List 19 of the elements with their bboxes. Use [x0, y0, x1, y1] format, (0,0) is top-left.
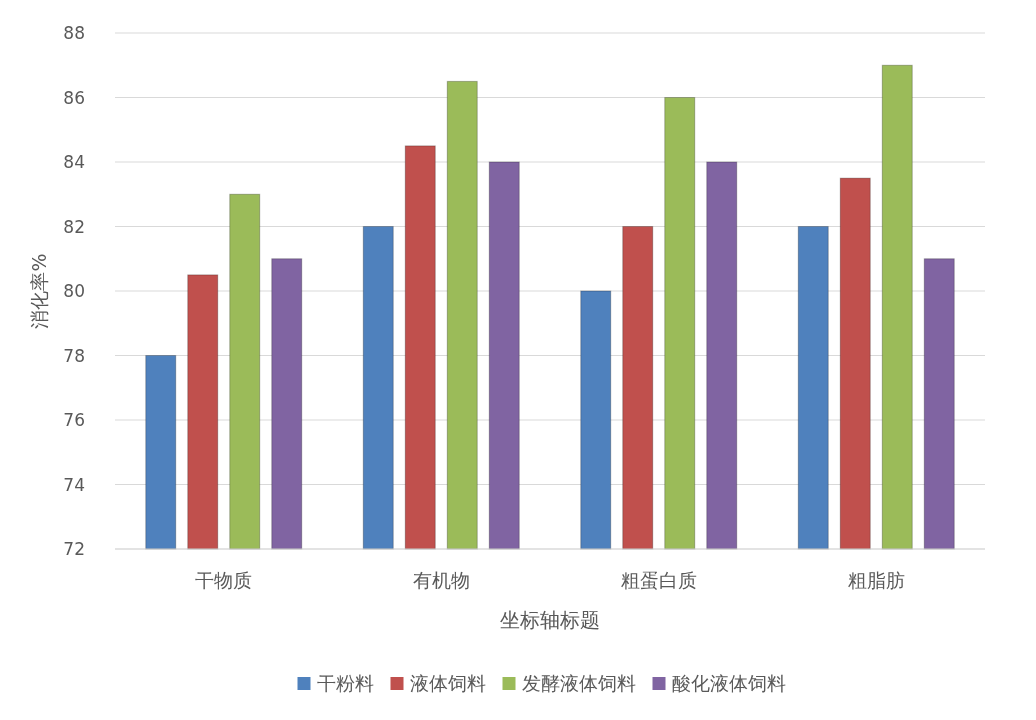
x-tick-label: 粗蛋白质: [620, 569, 697, 591]
y-tick-label: 76: [63, 410, 85, 430]
legend-label: 酸化液体饲料: [671, 672, 786, 694]
x-tick-label: 有机物: [412, 569, 470, 591]
x-tick-label: 干物质: [195, 569, 253, 591]
y-tick-label: 80: [63, 281, 85, 301]
y-tick-label: 82: [63, 216, 85, 237]
y-axis-title: 消化率%: [28, 253, 50, 329]
y-tick-label: 86: [63, 87, 85, 108]
y-tick-label: 72: [63, 539, 85, 559]
y-tick-label: 78: [63, 345, 85, 366]
legend-label: 干粉料: [316, 672, 374, 694]
legend-label: 液体饲料: [409, 672, 486, 694]
y-tick-label: 74: [63, 474, 85, 495]
y-tick-label: 84: [63, 152, 85, 172]
legend-label: 发酵液体饲料: [521, 672, 636, 694]
y-tick-label: 88: [63, 23, 85, 43]
x-tick-label: 粗脂肪: [847, 569, 905, 591]
x-axis-title: 坐标轴标题: [500, 608, 600, 632]
